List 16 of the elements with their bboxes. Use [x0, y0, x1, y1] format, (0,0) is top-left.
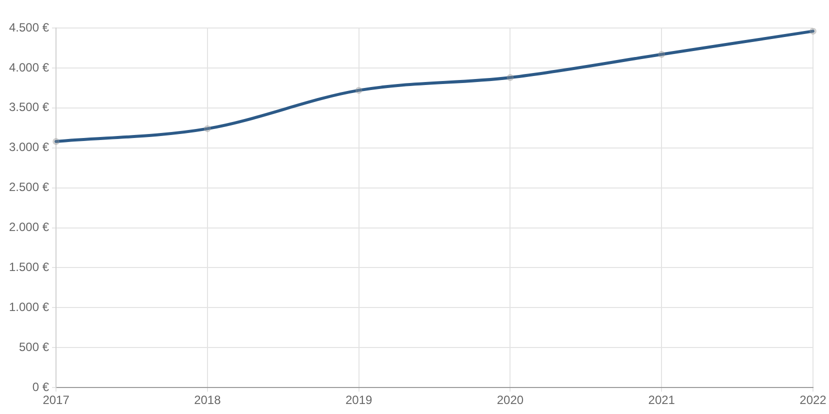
y-tick-label: 4.500 € — [8, 20, 50, 34]
y-tick-label: 1.000 € — [8, 300, 50, 314]
y-tick-label: 4.000 € — [8, 60, 50, 74]
y-tick-label: 3.500 € — [8, 100, 50, 114]
x-tick-label: 2018 — [194, 393, 222, 408]
y-tick-label: 3.000 € — [8, 140, 50, 154]
x-tick-label: 2020 — [496, 393, 524, 408]
y-tick-label: 0 € — [32, 380, 50, 394]
x-tick-label: 2017 — [42, 393, 70, 408]
y-tick-label: 2.000 € — [8, 220, 50, 234]
x-tick-label: 2019 — [345, 393, 372, 408]
y-tick-label: 2.500 € — [8, 180, 50, 194]
x-tick-label: 2021 — [648, 393, 676, 408]
x-tick-label: 2022 — [800, 393, 827, 408]
y-tick-label: 1.500 € — [8, 260, 50, 274]
y-tick-label: 500 € — [19, 340, 50, 354]
